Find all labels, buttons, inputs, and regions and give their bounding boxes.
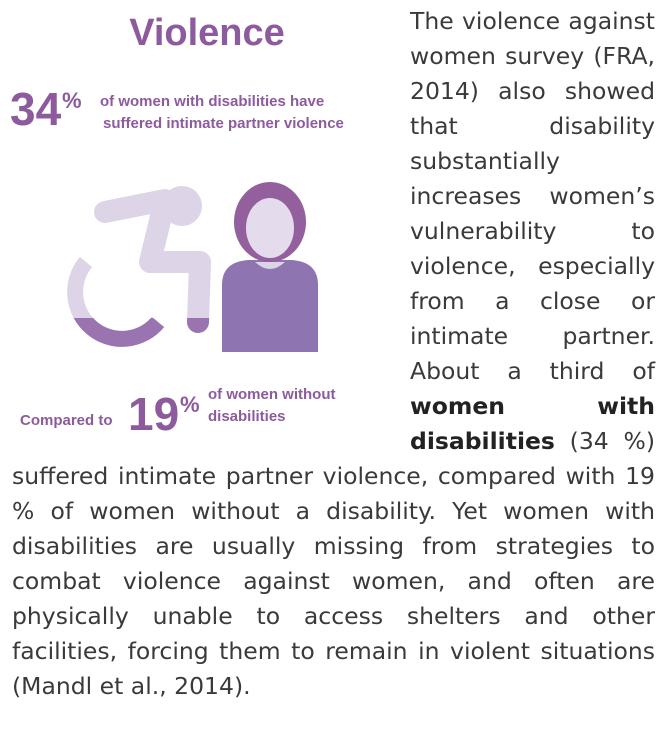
comparison-prefix: Compared to [20,412,113,429]
paragraph-text: (34 %) suffered intimate partner violenc… [12,427,655,700]
comparison-unit: % [180,392,200,417]
stat-text: suffered intimate partner violence [103,115,344,132]
page: {"infographic": { "title": "Violence", "… [0,0,670,749]
woman-icon [222,182,318,352]
stat-text: of women with disabilities have [100,93,324,110]
paragraph-text: The violence against women survey (FRA, … [410,7,655,385]
title: Violence [129,12,285,54]
infographic: Violence 34 % of women with disabilities… [0,0,398,425]
comparison-text: of women without [208,386,335,403]
wheelchair-icon [75,186,202,339]
stat-number: 34 [10,83,62,135]
comparison-text: disabilities [208,408,286,425]
comparison-number: 19 [128,388,179,440]
stat-unit: % [62,88,82,113]
